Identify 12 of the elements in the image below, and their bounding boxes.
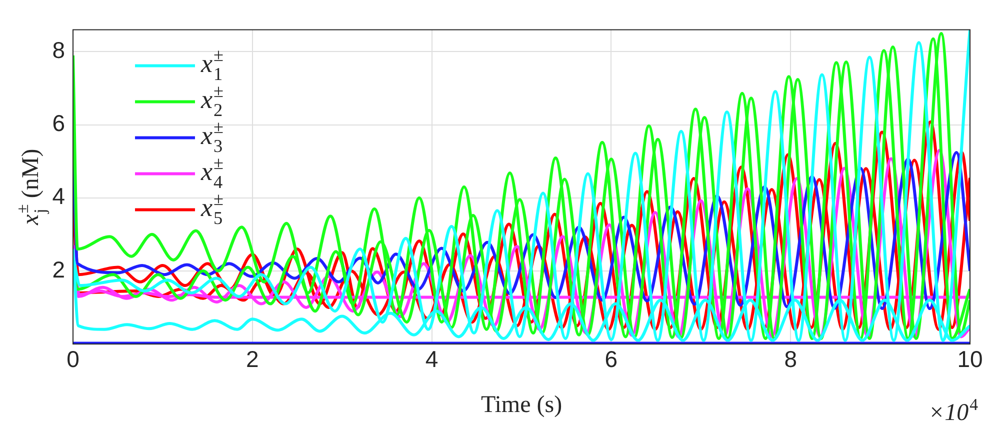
x-tick-label: 2	[246, 346, 259, 372]
x-axis-title: Time (s)	[480, 392, 562, 418]
x-tick-label: 8	[784, 346, 797, 372]
x-tick-label: 6	[604, 346, 618, 372]
y-tick-label: 2	[52, 256, 65, 282]
x-tick-label: 10	[957, 346, 983, 372]
y-axis-title: xj± (nM)	[12, 148, 50, 226]
x-tick-label: 0	[66, 346, 80, 372]
y-tick-label: 6	[52, 110, 65, 136]
x-tick-label: 4	[425, 346, 438, 372]
y-tick-label: 8	[52, 37, 65, 64]
y-tick-label: 4	[52, 183, 66, 210]
